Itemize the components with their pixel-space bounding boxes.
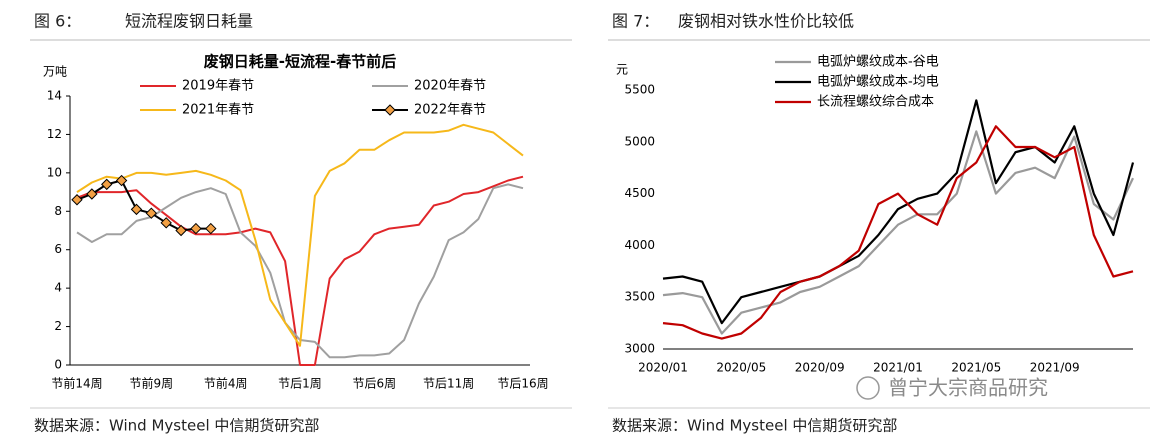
source: 数据来源：Wind Mysteel 中信期货研究部 xyxy=(612,417,897,435)
point-marker xyxy=(71,194,83,206)
watermark: 曾宁大宗商品研究 xyxy=(888,376,1048,400)
x-tick-label: 节后1周 xyxy=(278,377,322,391)
x-tick-label: 节前4周 xyxy=(204,376,248,391)
point-marker xyxy=(190,222,202,235)
y-tick-label: 4500 xyxy=(624,186,655,200)
series-line xyxy=(662,99,1135,325)
figure-title: 短流程废钢日耗量 xyxy=(125,12,253,31)
y-tick-label: 5500 xyxy=(624,83,655,97)
y-tick-label: 3500 xyxy=(624,290,655,304)
x-tick-label: 2021/01 xyxy=(873,361,923,375)
series-line xyxy=(662,125,1134,340)
series-line xyxy=(76,123,524,347)
x-tick-label: 2020/05 xyxy=(716,361,766,375)
y-tick-label: 10 xyxy=(47,165,62,179)
point-marker xyxy=(86,188,98,200)
x-tick-label: 节前9周 xyxy=(130,376,174,391)
y-tick-label: 12 xyxy=(47,127,62,141)
figure-label: 图 6： xyxy=(34,12,81,31)
y-tick-label: 5000 xyxy=(624,134,655,148)
y-tick-label: 8 xyxy=(54,204,62,218)
figure-title: 废钢相对铁水性价比较低 xyxy=(678,12,854,31)
point-marker xyxy=(145,207,158,219)
legend-label: 长流程螺纹综合成本 xyxy=(817,95,934,110)
point-marker xyxy=(175,224,187,237)
y-tick-label: 2 xyxy=(54,319,62,333)
series-line xyxy=(76,179,211,232)
x-tick-label: 节后6周 xyxy=(353,377,397,391)
y-axis-label: 万吨 xyxy=(43,65,67,79)
point-marker xyxy=(205,222,217,235)
watermark-icon xyxy=(856,376,880,400)
legend-label: 电弧炉螺纹成本-均电 xyxy=(817,75,939,90)
series-line xyxy=(76,175,524,366)
x-tick-label: 2020/09 xyxy=(795,361,845,375)
legend-marker xyxy=(384,104,396,116)
point-marker xyxy=(160,217,172,229)
x-tick-label: 节前14周 xyxy=(51,376,102,391)
x-tick-label: 节后11周 xyxy=(423,377,474,391)
x-tick-label: 2021/09 xyxy=(1030,361,1080,375)
legend-label: 2022年春节 xyxy=(414,103,486,118)
x-tick-label: 节后16周 xyxy=(497,377,548,391)
legend-label: 2021年春节 xyxy=(182,103,254,118)
x-tick-label: 2021/05 xyxy=(951,361,1001,375)
source: 数据来源：Wind Mysteel 中信期货研究部 xyxy=(34,417,319,435)
figure-label: 图 7： xyxy=(612,12,659,31)
x-tick-label: 2020/01 xyxy=(638,361,688,375)
y-tick-label: 4000 xyxy=(624,238,655,252)
legend-label: 电弧炉螺纹成本-谷电 xyxy=(817,55,939,70)
point-marker xyxy=(101,178,113,191)
y-tick-label: 14 xyxy=(47,89,62,103)
point-marker xyxy=(130,203,143,216)
y-tick-label: 4 xyxy=(54,281,62,295)
legend-label: 2019年春节 xyxy=(182,79,254,94)
y-tick-label: 6 xyxy=(54,242,62,256)
series-line xyxy=(662,130,1134,335)
chart-title: 废钢日耗量-短流程-春节前后 xyxy=(204,53,396,71)
y-tick-label: 3000 xyxy=(624,342,655,356)
y-axis-label: 元 xyxy=(616,63,628,77)
legend-label: 2020年春节 xyxy=(414,79,486,94)
point-marker xyxy=(115,174,128,187)
y-tick-label: 0 xyxy=(54,358,62,372)
